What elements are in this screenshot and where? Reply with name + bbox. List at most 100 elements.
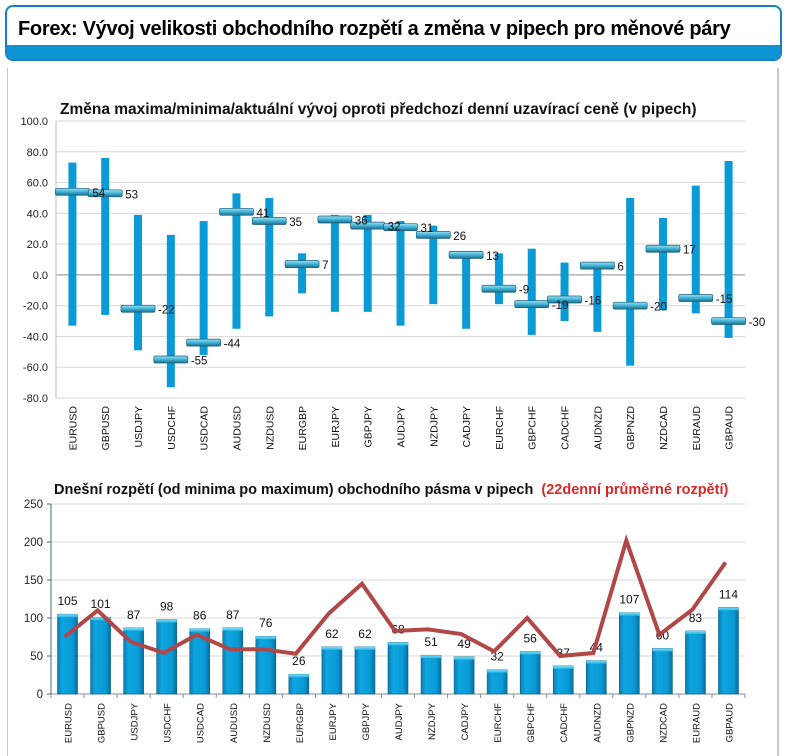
x-tick-label: GBPNZD <box>625 406 637 450</box>
x-tick-label: GBPUSD <box>97 703 108 743</box>
range-bar-top <box>255 636 276 640</box>
range-bar-top <box>57 614 78 618</box>
data-label: 13 <box>486 251 499 263</box>
x-tick-label: AUDNZD <box>592 703 603 743</box>
current-value-marker <box>284 260 320 268</box>
high-low-bar <box>101 157 110 315</box>
range-bar <box>387 642 409 695</box>
data-label: 26 <box>292 654 306 668</box>
x-tick-label: NZDJPY <box>428 406 440 447</box>
x-tick-label: AUDNZD <box>592 406 604 450</box>
current-value-marker <box>383 223 418 232</box>
current-value-marker <box>547 295 582 304</box>
y-tick-label: -40.0 <box>23 331 48 343</box>
range-bar-top <box>718 607 739 611</box>
x-tick-label: CADJPY <box>460 702 471 740</box>
data-label: 36 <box>355 215 368 227</box>
y-tick-label: -20.0 <box>23 301 48 313</box>
data-label: -9 <box>519 285 529 297</box>
x-tick-label: GBPJPY <box>363 406 375 447</box>
data-label: 41 <box>256 208 269 220</box>
data-label: 86 <box>193 609 207 623</box>
x-tick-label: EURAUD <box>691 703 702 743</box>
current-value-marker <box>645 244 681 253</box>
x-tick-label: USDJPY <box>130 702 141 740</box>
x-tick-label: EURUSD <box>64 703 75 743</box>
data-label: -22 <box>158 305 175 317</box>
x-tick-label: CADJPY <box>461 406 473 447</box>
data-label: 7 <box>322 260 328 272</box>
range-bar <box>354 646 376 695</box>
high-low-bar <box>265 197 274 317</box>
x-tick-label: GBPCHF <box>526 703 537 743</box>
range-bar <box>519 651 541 695</box>
x-tick-label: AUDUSD <box>229 703 240 743</box>
x-tick-label: GBPUSD <box>100 406 112 451</box>
x-tick-label: NZDCAD <box>658 406 670 450</box>
header-accent-bar <box>7 45 780 59</box>
x-tick-label: GBPCHF <box>527 406 539 450</box>
high-low-bar <box>494 253 503 305</box>
high-low-bar <box>462 254 471 329</box>
high-low-bar <box>560 262 569 322</box>
x-tick-label: AUDUSD <box>231 406 243 451</box>
data-label: 76 <box>259 616 273 630</box>
high-low-bar <box>363 214 372 312</box>
y-tick-label: 20.0 <box>27 239 48 251</box>
page-title: Forex: Vývoj velikosti obchodního rozpět… <box>18 18 731 40</box>
y-tick-label: 0.0 <box>33 270 48 282</box>
current-value-marker <box>120 304 156 313</box>
y-tick-label: 100.0 <box>20 116 48 128</box>
y-tick-label: 50 <box>30 651 43 663</box>
data-label: 31 <box>421 223 434 235</box>
data-label: -19 <box>552 300 569 312</box>
x-tick-label: CADCHF <box>559 703 570 743</box>
high-low-bar <box>166 234 175 388</box>
range-bar-top <box>156 619 177 623</box>
range-bar-top <box>421 655 442 659</box>
data-label: -15 <box>716 294 733 306</box>
range-bar-top <box>288 674 309 678</box>
x-tick-label: GBPAUD <box>724 703 735 743</box>
data-label: 105 <box>58 594 78 608</box>
range-bar <box>486 669 508 695</box>
range-bar <box>652 648 673 695</box>
x-tick-label: USDCHF <box>163 703 174 743</box>
range-bar <box>156 619 177 695</box>
data-label: 17 <box>683 245 696 257</box>
y-tick-label: -60.0 <box>23 362 48 374</box>
range-bar <box>57 613 78 695</box>
x-tick-label: USDCAD <box>199 406 211 451</box>
current-value-marker <box>317 215 353 224</box>
range-bar-top <box>619 612 640 616</box>
x-tick-label: EURGBP <box>295 703 306 743</box>
current-value-marker <box>219 207 254 216</box>
current-value-marker <box>678 294 714 302</box>
data-label: 6 <box>617 262 623 274</box>
x-tick-label: AUDJPY <box>394 702 405 740</box>
range-bar-top <box>520 651 541 655</box>
x-tick-label: USDCAD <box>196 703 207 743</box>
data-label: 98 <box>160 600 174 614</box>
x-tick-label: GBPAUD <box>724 406 736 450</box>
y-tick-label: -80.0 <box>23 393 48 405</box>
current-value-marker <box>514 300 550 308</box>
x-tick-label: EURJPY <box>328 702 339 740</box>
range-bar-top <box>685 630 706 634</box>
y-tick-label: 100 <box>24 613 43 625</box>
range-bar <box>685 630 706 695</box>
high-low-bar <box>330 214 339 312</box>
current-value-marker <box>481 284 517 293</box>
high-low-bar <box>298 253 307 294</box>
range-bar-top <box>586 660 607 664</box>
current-value-marker <box>186 338 221 347</box>
y-tick-label: 250 <box>24 499 43 511</box>
x-tick-label: CADCHF <box>560 406 572 450</box>
x-tick-label: NZDUSD <box>262 703 273 743</box>
data-label: 53 <box>125 189 138 201</box>
x-tick-label: EURCHF <box>493 703 504 743</box>
range-bar-top <box>454 656 475 660</box>
current-value-marker <box>448 251 484 259</box>
data-label: -30 <box>749 317 766 329</box>
